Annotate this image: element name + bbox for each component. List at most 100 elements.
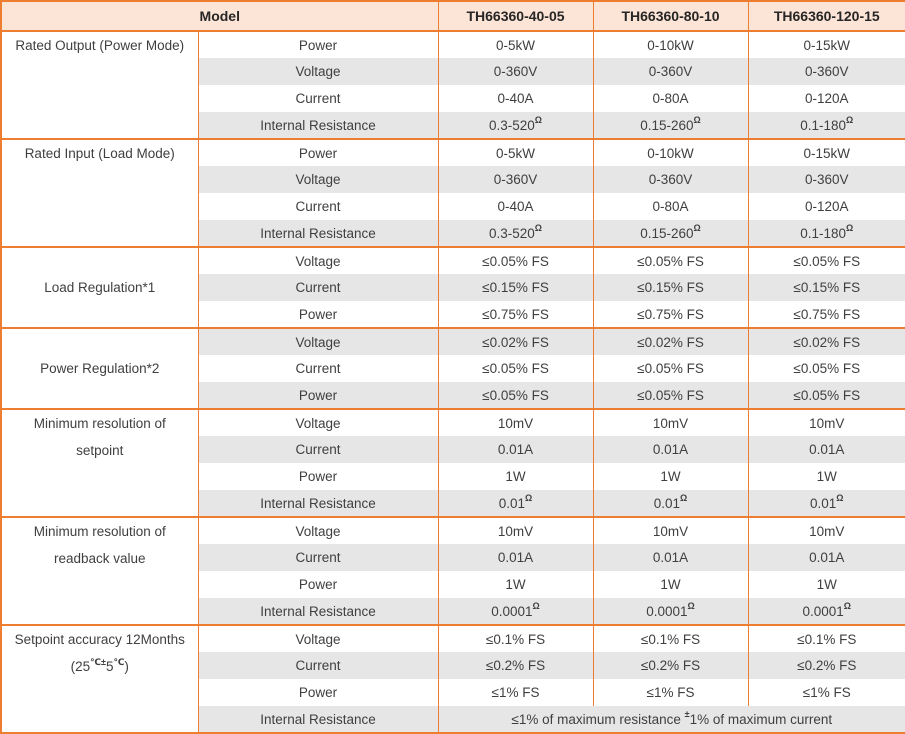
param-cell: Power bbox=[197, 463, 439, 490]
param-cell: Internal Resistance bbox=[197, 490, 439, 517]
value-cell: 0.1-180Ω bbox=[747, 220, 905, 247]
value-cell: ≤0.05% FS bbox=[592, 246, 749, 274]
value-cell: ≤0.2% FS bbox=[437, 652, 594, 679]
value-cell: 0-360V bbox=[592, 58, 749, 85]
value-cell: ≤0.75% FS bbox=[592, 301, 749, 328]
category-label-line: Setpoint accuracy 12Months bbox=[14, 632, 185, 647]
superscript: Ω bbox=[534, 223, 543, 233]
category-cell: Rated Output (Power Mode) bbox=[1, 30, 198, 139]
param-cell: Voltage bbox=[197, 516, 439, 544]
superscript: Ω bbox=[525, 493, 533, 503]
model-column-header-1: TH66360-40-05 bbox=[437, 1, 594, 32]
category-label-line: (25℃±5℃) bbox=[70, 656, 129, 674]
value-cell: 0.1-180Ω bbox=[747, 112, 905, 139]
category-label-line: setpoint bbox=[76, 443, 124, 458]
superscript: Ω bbox=[693, 223, 701, 233]
value-cell: ≤0.75% FS bbox=[747, 301, 905, 328]
value-cell: ≤0.02% FS bbox=[437, 327, 594, 355]
value-cell: 0.01Ω bbox=[747, 490, 905, 517]
value-cell: 1W bbox=[747, 463, 905, 490]
table-row: Power 1W 1W 1W bbox=[1, 571, 905, 598]
param-cell: Internal Resistance bbox=[197, 706, 439, 733]
value-cell: 0.01Ω bbox=[592, 490, 749, 517]
value-cell: ≤0.02% FS bbox=[592, 327, 749, 355]
value-cell: 0-120A bbox=[747, 193, 905, 220]
value-cell: ≤0.2% FS bbox=[747, 652, 905, 679]
value-cell: 0.15-260Ω bbox=[592, 220, 749, 247]
param-cell: Voltage bbox=[197, 246, 439, 274]
table-row: Voltage 0-360V 0-360V 0-360V bbox=[1, 58, 905, 85]
value-cell: 1W bbox=[592, 571, 749, 598]
category-label-line: Rated Output (Power Mode) bbox=[15, 38, 185, 53]
value-cell: 0-360V bbox=[437, 58, 594, 85]
category-label-line: Load Regulation*1 bbox=[44, 280, 156, 295]
value-cell: ≤0.75% FS bbox=[437, 301, 594, 328]
table-row: Internal Resistance 0.3-520Ω 0.15-260Ω 0.1-… bbox=[1, 220, 905, 247]
value-cell: 0-360V bbox=[747, 58, 905, 85]
value-cell: 0.01A bbox=[437, 544, 594, 571]
table-row: Power 1W 1W 1W bbox=[1, 463, 905, 490]
value-cell: 0-10kW bbox=[592, 138, 749, 166]
value-cell: ≤0.05% FS bbox=[747, 382, 905, 409]
table-row: Current 0.01A 0.01A 0.01A bbox=[1, 436, 905, 463]
param-cell: Current bbox=[197, 544, 439, 571]
value-cell: 0.0001Ω bbox=[592, 598, 749, 625]
value-cell: 0.01A bbox=[437, 436, 594, 463]
param-cell: Current bbox=[197, 274, 439, 301]
model-header: Model bbox=[1, 1, 439, 32]
table-row: Minimum resolution of setpoint Voltage 10mV… bbox=[1, 408, 905, 517]
category-cell: Power Regulation*2 bbox=[1, 327, 198, 409]
value-cell: 0.0001Ω bbox=[437, 598, 594, 625]
category-cell: Setpoint accuracy 12Months (25℃±5℃) bbox=[1, 624, 198, 733]
category-cell: Minimum resolution of readback value bbox=[1, 516, 198, 625]
table-row: Current ≤0.2% FS ≤0.2% FS ≤0.2% FS bbox=[1, 652, 905, 679]
value-cell: 0-5kW bbox=[437, 30, 594, 58]
category-cell: Load Regulation*1 bbox=[1, 246, 198, 328]
value-cell: 0-15kW bbox=[747, 138, 905, 166]
superscript: Ω bbox=[843, 601, 852, 611]
table-row: Power ≤0.75% FS ≤0.75% FS ≤0.75% FS bbox=[1, 301, 905, 328]
category-label-line: readback value bbox=[53, 551, 146, 566]
value-cell: ≤0.05% FS bbox=[437, 355, 594, 382]
value-cell: 10mV bbox=[747, 516, 905, 544]
value-cell: 0.3-520Ω bbox=[437, 220, 594, 247]
table-row: Power ≤0.05% FS ≤0.05% FS ≤0.05% FS bbox=[1, 382, 905, 409]
value-cell: 10mV bbox=[747, 408, 905, 436]
param-cell: Voltage bbox=[197, 166, 439, 193]
value-cell: 1W bbox=[437, 463, 594, 490]
table-row: Load Regulation*1 Voltage ≤0.05% FS ≤0.05% … bbox=[1, 246, 905, 328]
table-row: Power Regulation*2 Voltage ≤0.02% FS ≤0.02%… bbox=[1, 327, 905, 409]
value-cell: ≤0.1% FS bbox=[437, 624, 594, 652]
param-cell: Voltage bbox=[197, 408, 439, 436]
superscript: Ω bbox=[846, 223, 854, 233]
value-cell: 1W bbox=[747, 571, 905, 598]
param-cell: Power bbox=[197, 679, 439, 706]
value-cell: 0-10kW bbox=[592, 30, 749, 58]
value-cell: ≤1% FS bbox=[592, 679, 749, 706]
superscript: Ω bbox=[846, 115, 854, 125]
value-cell: 0-80A bbox=[592, 193, 749, 220]
value-cell: 0-80A bbox=[592, 85, 749, 112]
value-cell: 0-360V bbox=[747, 166, 905, 193]
table-row: Current 0-40A 0-80A 0-120A bbox=[1, 85, 905, 112]
value-cell: 0.01A bbox=[592, 436, 749, 463]
param-cell: Current bbox=[197, 436, 439, 463]
value-cell: ≤0.02% FS bbox=[747, 327, 905, 355]
table-row: Setpoint accuracy 12Months (25℃±5℃) Voltag… bbox=[1, 624, 905, 733]
table-header: Model TH66360-40-05 TH66360-80-10 TH6636… bbox=[1, 1, 905, 32]
model-column-header-3: TH66360-120-15 bbox=[747, 1, 905, 32]
table-row: Current ≤0.15% FS ≤0.15% FS ≤0.15% FS bbox=[1, 274, 905, 301]
value-cell: ≤1% FS bbox=[747, 679, 905, 706]
table-row: Current 0.01A 0.01A 0.01A bbox=[1, 544, 905, 571]
value-cell: 1W bbox=[592, 463, 749, 490]
value-cell: 10mV bbox=[437, 408, 594, 436]
value-cell: 0.3-520Ω bbox=[437, 112, 594, 139]
value-cell: 0-360V bbox=[592, 166, 749, 193]
superscript: ± bbox=[684, 709, 690, 719]
param-cell: Power bbox=[197, 301, 439, 328]
value-cell: ≤0.1% FS bbox=[747, 624, 905, 652]
superscript: Ω bbox=[687, 601, 695, 611]
table-row: Internal Resistance 0.01Ω 0.01Ω 0.01Ω bbox=[1, 490, 905, 517]
